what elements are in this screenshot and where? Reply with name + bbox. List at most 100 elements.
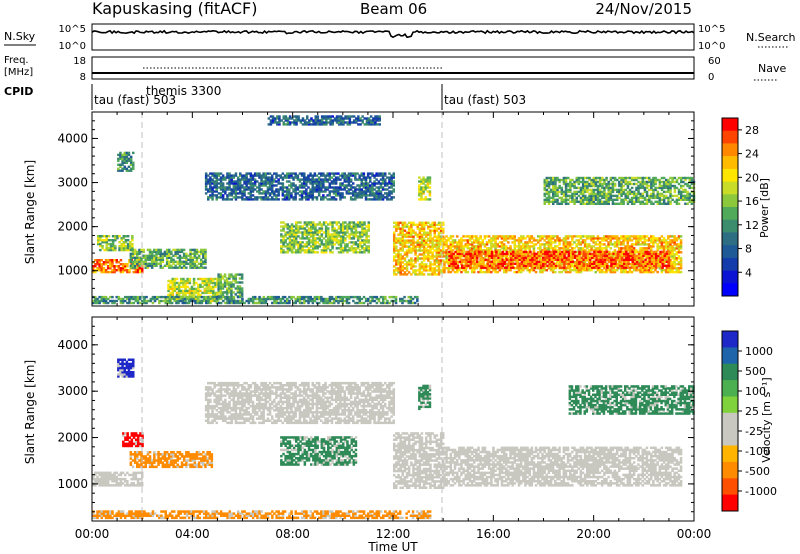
- echo-cell: [439, 239, 443, 242]
- echo-cell: [439, 241, 443, 244]
- echo-cell: [317, 182, 321, 185]
- echo-cell: [496, 253, 499, 256]
- echo-cell: [300, 174, 304, 177]
- echo-cell: [264, 194, 268, 197]
- echo-cell: [165, 254, 169, 257]
- echo-cell: [520, 254, 524, 257]
- echo-cell: [219, 273, 222, 276]
- echo-cell: [473, 235, 476, 238]
- echo-cell: [166, 299, 170, 303]
- echo-cell: [658, 237, 661, 240]
- echo-cell: [450, 252, 453, 256]
- echo-cell: [453, 245, 457, 248]
- echo-cell: [111, 248, 115, 252]
- echo-cell: [643, 241, 647, 244]
- echo-cell: [393, 255, 396, 258]
- echo-cell: [271, 295, 274, 299]
- echo-cell: [295, 223, 298, 226]
- echo-cell: [301, 241, 304, 244]
- echo-cell: [316, 223, 319, 226]
- echo-cell: [426, 198, 430, 201]
- echo-cell: [343, 178, 346, 181]
- echo-cell: [445, 251, 448, 254]
- echo-cell: [317, 192, 321, 195]
- echo-cell: [166, 295, 170, 299]
- echo-cell: [124, 269, 127, 272]
- echo-cell: [161, 258, 165, 261]
- echo-cell: [409, 295, 413, 299]
- echo-cell: [313, 190, 317, 193]
- echo-cell: [230, 297, 234, 301]
- echo-cell: [384, 295, 387, 299]
- echo-cell: [92, 265, 95, 268]
- echo-cell: [262, 190, 265, 193]
- echo-cell: [221, 277, 225, 280]
- echo-cell: [373, 198, 376, 201]
- echo-cell: [360, 172, 363, 175]
- echo-cell: [588, 237, 591, 240]
- echo-cell: [280, 229, 283, 232]
- echo-cell: [189, 262, 192, 265]
- echo-cell: [622, 239, 625, 242]
- echo-cell: [146, 262, 150, 265]
- echo-cell: [106, 267, 110, 270]
- echo-cell: [346, 235, 349, 238]
- echo-cell: [344, 233, 347, 236]
- echo-cell: [228, 182, 231, 185]
- echo-cell: [224, 190, 227, 193]
- echo-cell: [600, 257, 604, 260]
- echo-cell: [131, 262, 135, 265]
- echo-cell: [247, 186, 250, 189]
- echo-cell: [193, 248, 197, 252]
- echo-cell: [509, 249, 512, 252]
- echo-cell: [129, 256, 133, 259]
- echo-cell: [264, 192, 268, 195]
- echo-cell: [418, 271, 422, 274]
- echo-cell: [573, 267, 576, 270]
- echo-cell: [422, 227, 426, 230]
- echo-cell: [212, 299, 215, 302]
- echo-cell: [528, 249, 531, 252]
- echo-cell: [677, 251, 681, 254]
- echo-cell: [431, 239, 434, 242]
- echo-cell: [437, 267, 441, 270]
- echo-cell: [324, 241, 328, 244]
- echo-cell: [102, 297, 106, 301]
- echo-cell: [622, 241, 625, 244]
- echo-cell: [303, 233, 307, 236]
- echo-cell: [105, 242, 108, 246]
- echo-cell: [352, 247, 356, 250]
- echo-cell: [381, 194, 385, 197]
- echo-cell: [481, 249, 484, 252]
- echo-cell: [313, 295, 317, 299]
- echo-cell: [475, 262, 479, 265]
- echo-cell: [377, 198, 381, 201]
- echo-cell: [487, 239, 491, 242]
- echo-cell: [324, 243, 328, 246]
- echo-cell: [177, 299, 180, 303]
- echo-cell: [288, 245, 292, 248]
- echo-cell: [184, 281, 187, 285]
- echo-cell: [296, 174, 300, 177]
- echo-cell: [354, 295, 357, 299]
- echo-cell: [556, 249, 559, 252]
- echo-cell: [442, 259, 445, 262]
- echo-cell: [100, 297, 103, 301]
- echo-cell: [611, 265, 615, 268]
- echo-cell: [460, 263, 463, 266]
- echo-cell: [652, 243, 655, 246]
- echo-cell: [129, 244, 132, 248]
- echo-cell: [94, 295, 97, 299]
- echo-cell: [367, 297, 370, 301]
- echo-cell: [190, 293, 194, 297]
- echo-cell: [609, 241, 612, 244]
- echo-cell: [331, 239, 334, 242]
- echo-cell: [121, 155, 124, 159]
- echo-cell: [445, 245, 448, 248]
- echo-cell: [369, 178, 372, 181]
- echo-cell: [358, 190, 361, 193]
- echo-cell: [427, 233, 430, 236]
- echo-cell: [204, 256, 207, 259]
- echo-cell: [427, 237, 430, 240]
- echo-cell: [177, 283, 181, 287]
